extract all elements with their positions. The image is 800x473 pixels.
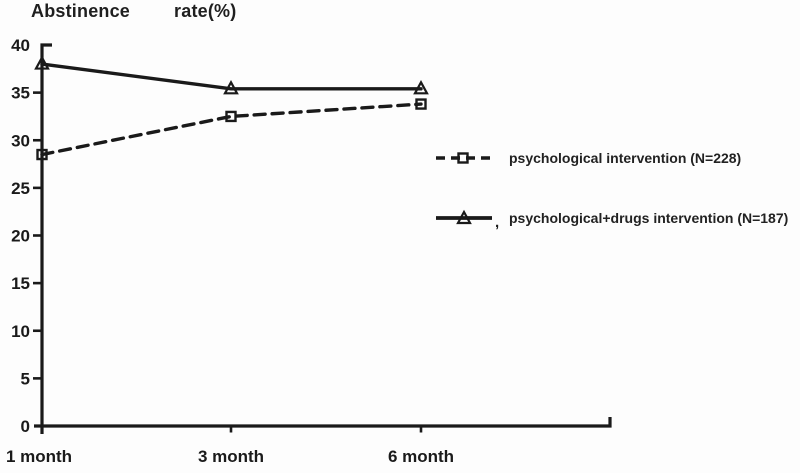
y-tick-label: 15 bbox=[11, 274, 30, 293]
y-tick-label: 5 bbox=[21, 369, 30, 388]
x-axis bbox=[34, 417, 612, 428]
x-tick-label: 6 month bbox=[388, 447, 454, 466]
y-axis bbox=[40, 43, 52, 434]
square-marker bbox=[415, 98, 427, 110]
chart-title-part2: rate(%) bbox=[174, 1, 237, 21]
series-line-dashed bbox=[40, 102, 423, 157]
chart-title-part1: Abstinence bbox=[31, 1, 131, 21]
y-tick-label: 10 bbox=[11, 322, 30, 341]
x-tick-label: 1 month bbox=[6, 447, 72, 466]
series-line-solid bbox=[40, 62, 423, 91]
x-tick-label: 3 month bbox=[198, 447, 264, 466]
y-tick-label: 35 bbox=[11, 84, 30, 103]
chart-title: Abstinence rate(%) bbox=[31, 1, 236, 22]
y-tick-label: 30 bbox=[11, 131, 30, 150]
legend-dashed-line-square-marker-icon bbox=[436, 152, 492, 164]
legend-item-psychological-intervention: psychological intervention (N=228) bbox=[435, 148, 741, 168]
y-tick-label: 0 bbox=[21, 417, 30, 436]
legend-item-psychological-drugs-intervention: , psychological+drugs intervention (N=18… bbox=[435, 208, 789, 231]
legend-solid-line-triangle-marker-icon bbox=[436, 209, 492, 225]
legend-label: psychological intervention (N=228) bbox=[509, 150, 742, 166]
legend-label: psychological+drugs intervention (N=187) bbox=[509, 210, 789, 226]
triangle-marker bbox=[223, 80, 239, 95]
triangle-marker bbox=[413, 80, 429, 95]
y-tick-label: 20 bbox=[11, 227, 30, 246]
y-tick-label: 25 bbox=[11, 179, 30, 198]
y-tick-label: 40 bbox=[11, 36, 30, 55]
triangle-marker bbox=[34, 55, 50, 70]
square-marker bbox=[225, 110, 237, 123]
square-marker bbox=[36, 148, 48, 161]
legend-prefix: , bbox=[495, 213, 500, 231]
